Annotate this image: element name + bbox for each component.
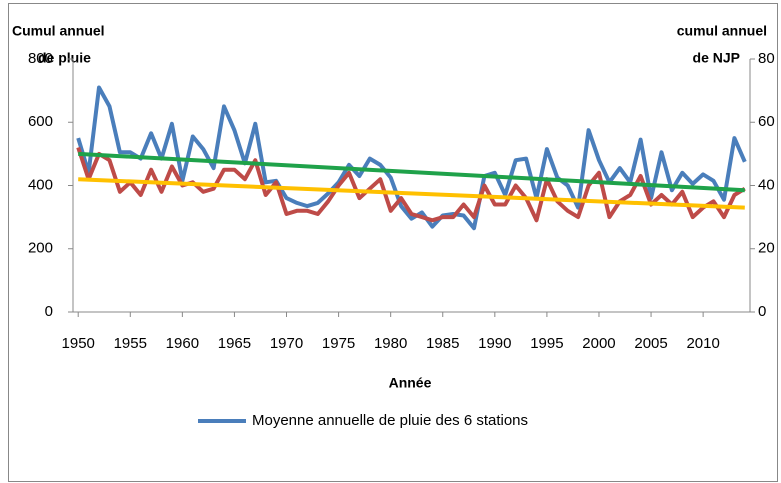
x-axis-title: Année bbox=[389, 375, 432, 391]
x-tick-label: 1975 bbox=[322, 335, 355, 352]
x-tick-label: 1985 bbox=[426, 335, 459, 352]
y-tick-label: 0 bbox=[45, 303, 53, 320]
y2-axis-title: de NJP bbox=[693, 50, 740, 66]
y-tick-label: 600 bbox=[28, 113, 53, 130]
series-line bbox=[78, 177, 745, 210]
y-axis-title: Cumul annuel bbox=[12, 23, 105, 39]
x-tick-label: 1995 bbox=[530, 335, 563, 352]
y2-tick-label: 40 bbox=[758, 176, 775, 193]
x-tick-label: 1955 bbox=[114, 335, 147, 352]
x-tick-label: 1980 bbox=[374, 335, 407, 352]
x-tick-label: 1990 bbox=[478, 335, 511, 352]
series-line bbox=[76, 85, 747, 231]
y-tick-label: 200 bbox=[28, 240, 53, 257]
legend-label: Moyenne annuelle de pluie des 6 stations bbox=[252, 412, 528, 429]
y-tick-label: 400 bbox=[28, 176, 53, 193]
x-tick-label: 1950 bbox=[62, 335, 95, 352]
x-tick-label: 2000 bbox=[582, 335, 615, 352]
x-tick-label: 1970 bbox=[270, 335, 303, 352]
y2-tick-label: 0 bbox=[758, 303, 766, 320]
series-line bbox=[78, 151, 745, 193]
y2-tick-label: 20 bbox=[758, 240, 775, 257]
x-tick-label: 1960 bbox=[166, 335, 199, 352]
x-tick-label: 2010 bbox=[686, 335, 719, 352]
chart-frame bbox=[8, 3, 778, 482]
x-tick-label: 1965 bbox=[218, 335, 251, 352]
y-tick-label: 800 bbox=[28, 50, 53, 67]
y-axis-title: de pluie bbox=[38, 50, 91, 66]
y2-tick-label: 80 bbox=[758, 50, 775, 67]
y2-axis-title: cumul annuel bbox=[677, 23, 767, 39]
x-tick-label: 2005 bbox=[634, 335, 667, 352]
y2-tick-label: 60 bbox=[758, 113, 775, 130]
